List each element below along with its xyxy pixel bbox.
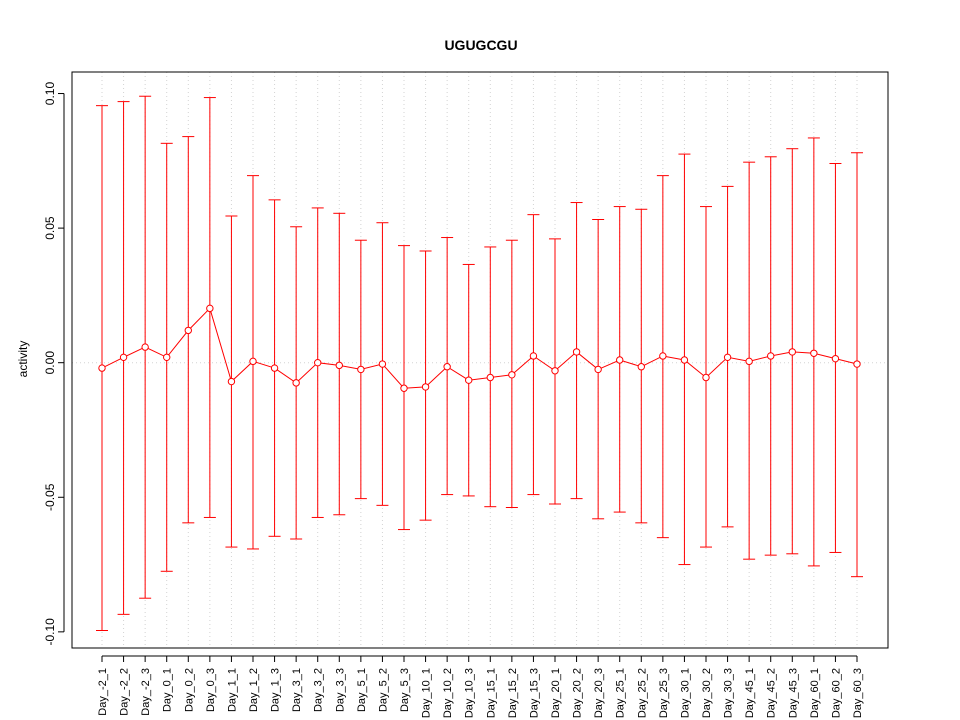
- y-axis: -0.10 -0.05 0.00 0.05 0.10: [43, 82, 65, 646]
- series-layer: [96, 95, 863, 632]
- y-axis-label: activity: [16, 341, 30, 378]
- x-tick-label: Day_1_2: [248, 668, 260, 712]
- x-tick-label: Day_30_2: [701, 668, 713, 718]
- y-tick-label: 0.05: [43, 216, 57, 240]
- data-point: [141, 343, 149, 351]
- data-point: [119, 353, 128, 362]
- data-point: [853, 360, 861, 368]
- x-tick-label: Day_30_1: [679, 668, 691, 718]
- data-point: [249, 357, 257, 366]
- x-tick-label: Day_-2_2: [119, 668, 131, 716]
- data-point: [270, 364, 279, 372]
- x-tick-label: Day_5_3: [399, 668, 411, 712]
- x-tick-label: Day_20_2: [572, 668, 584, 718]
- x-tick-label: Day_15_3: [528, 668, 540, 718]
- y-tick-label: 0.00: [43, 351, 57, 375]
- x-tick-label: Day_30_3: [723, 668, 735, 718]
- x-tick-label: Day_20_3: [593, 668, 605, 718]
- data-point: [421, 383, 430, 391]
- data-point: [163, 353, 171, 362]
- y-tick-label: -0.10: [43, 618, 57, 646]
- y-tick-label: -0.05: [43, 483, 57, 511]
- data-point: [702, 373, 710, 382]
- data-point: [443, 363, 451, 371]
- grid-layer: [72, 72, 888, 648]
- data-point: [292, 379, 300, 387]
- data-point: [551, 367, 559, 375]
- data-point: [767, 352, 775, 360]
- data-point: [810, 349, 818, 357]
- x-tick-label: Day_45_3: [787, 668, 799, 718]
- data-point: [486, 373, 494, 382]
- x-axis: Day_-2_1 Day_-2_2 Day_-2_3 Day_0_1 Day_0_2 Da…: [97, 655, 864, 718]
- x-tick-label: Day_10_2: [442, 668, 454, 718]
- data-point: [723, 353, 732, 362]
- data-point: [831, 354, 840, 363]
- x-tick-label: Day_45_2: [766, 668, 778, 718]
- x-tick-label: Day_0_1: [162, 668, 174, 712]
- data-point: [637, 363, 645, 371]
- data-point: [314, 358, 322, 367]
- data-point: [206, 304, 214, 313]
- x-tick-label: Day_5_1: [356, 668, 368, 712]
- data-point: [335, 361, 343, 370]
- x-tick-label: Day_5_2: [377, 668, 389, 712]
- data-point: [400, 384, 408, 392]
- x-tick-label: Day_20_1: [550, 668, 562, 718]
- data-point: [465, 376, 473, 384]
- data-point: [594, 365, 602, 374]
- x-tick-label: Day_25_1: [615, 668, 627, 718]
- x-tick-label: Day_3_1: [291, 668, 303, 712]
- data-point: [745, 357, 753, 366]
- x-tick-label: Day_60_2: [830, 668, 842, 718]
- x-tick-label: Day_3_3: [334, 668, 346, 712]
- x-tick-label: Day_10_1: [421, 668, 433, 718]
- data-point: [357, 365, 365, 374]
- x-tick-label: Day_3_2: [313, 668, 325, 712]
- x-tick-label: Day_60_3: [852, 668, 864, 718]
- data-point: [98, 364, 106, 372]
- chart-title: UGUGCGU: [444, 37, 517, 53]
- data-point: [184, 326, 192, 335]
- data-point: [508, 371, 516, 379]
- x-tick-label: Day_0_2: [183, 668, 195, 712]
- x-tick-label: Day_45_1: [744, 668, 756, 718]
- series-line: [101, 307, 858, 389]
- x-tick-label: Day_25_3: [658, 668, 670, 718]
- x-tick-label: Day_15_1: [485, 668, 497, 718]
- plot-frame: [71, 71, 889, 649]
- data-point: [659, 352, 667, 360]
- x-tick-label: Day_25_2: [636, 668, 648, 718]
- data-point: [227, 377, 236, 386]
- data-point: [616, 356, 624, 364]
- x-tick-label: Day_60_1: [809, 668, 821, 718]
- data-point: [378, 360, 387, 368]
- y-tick-label: 0.10: [43, 82, 57, 106]
- x-tick-label: Day_10_3: [464, 668, 476, 718]
- data-point: [529, 352, 538, 360]
- x-tick-label: Day_1_1: [226, 668, 238, 712]
- x-tick-label: Day_1_3: [270, 668, 282, 712]
- x-tick-label: Day_-2_1: [97, 668, 109, 716]
- x-tick-label: Day_0_3: [205, 668, 217, 712]
- data-point: [572, 348, 581, 356]
- data-point: [788, 348, 796, 356]
- x-tick-label: Day_15_2: [507, 668, 519, 718]
- x-tick-label: Day_-2_3: [140, 668, 152, 716]
- data-point: [680, 356, 689, 364]
